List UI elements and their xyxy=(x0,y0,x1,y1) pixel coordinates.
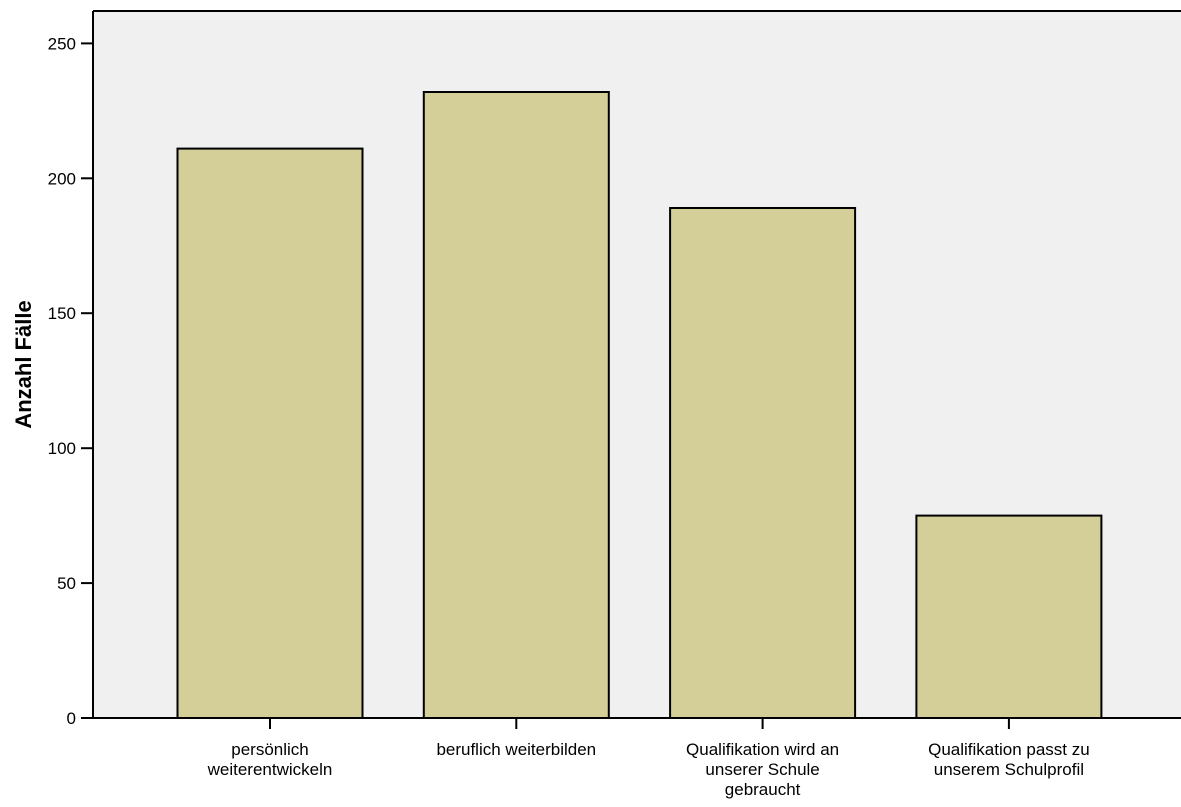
x-category-label: Qualifikation wird an unserer Schule gebra… xyxy=(686,740,839,799)
x-category-label-line: persönlich xyxy=(231,740,309,759)
x-category-label: beruflich weiterbilden xyxy=(436,740,596,759)
y-axis-title: Anzahl Fälle xyxy=(11,300,36,428)
x-category-label-line: Qualifikation wird an xyxy=(686,740,839,759)
x-ticks: persönlich weiterentwickeln beruflich weit… xyxy=(207,718,1090,799)
y-tick-label: 150 xyxy=(48,304,76,323)
x-category-label-line: unserer Schule xyxy=(705,760,819,779)
y-tick-label: 200 xyxy=(48,169,76,188)
y-ticks: 0 50 100 150 200 250 xyxy=(48,34,93,728)
x-category-label-line: unserem Schulprofil xyxy=(934,760,1084,779)
bar-4 xyxy=(915,514,1103,719)
x-category-label-line: beruflich weiterbilden xyxy=(436,740,596,759)
x-category-label-line: gebraucht xyxy=(725,780,801,799)
x-category-label: Qualifikation passt zu unserem Schulprofi… xyxy=(928,740,1090,779)
x-category-label-line: Qualifikation passt zu xyxy=(928,740,1090,759)
x-category-label: persönlich weiterentwickeln xyxy=(207,740,333,779)
x-category-label-line: weiterentwickeln xyxy=(207,760,333,779)
bar-1 xyxy=(176,147,364,720)
y-tick-label: 50 xyxy=(57,574,76,593)
y-tick-label: 250 xyxy=(48,34,76,53)
y-tick-label: 100 xyxy=(48,439,76,458)
y-tick-label: 0 xyxy=(67,709,76,728)
bar-2 xyxy=(422,91,610,719)
bar-3 xyxy=(669,207,857,719)
bars xyxy=(176,91,1103,720)
